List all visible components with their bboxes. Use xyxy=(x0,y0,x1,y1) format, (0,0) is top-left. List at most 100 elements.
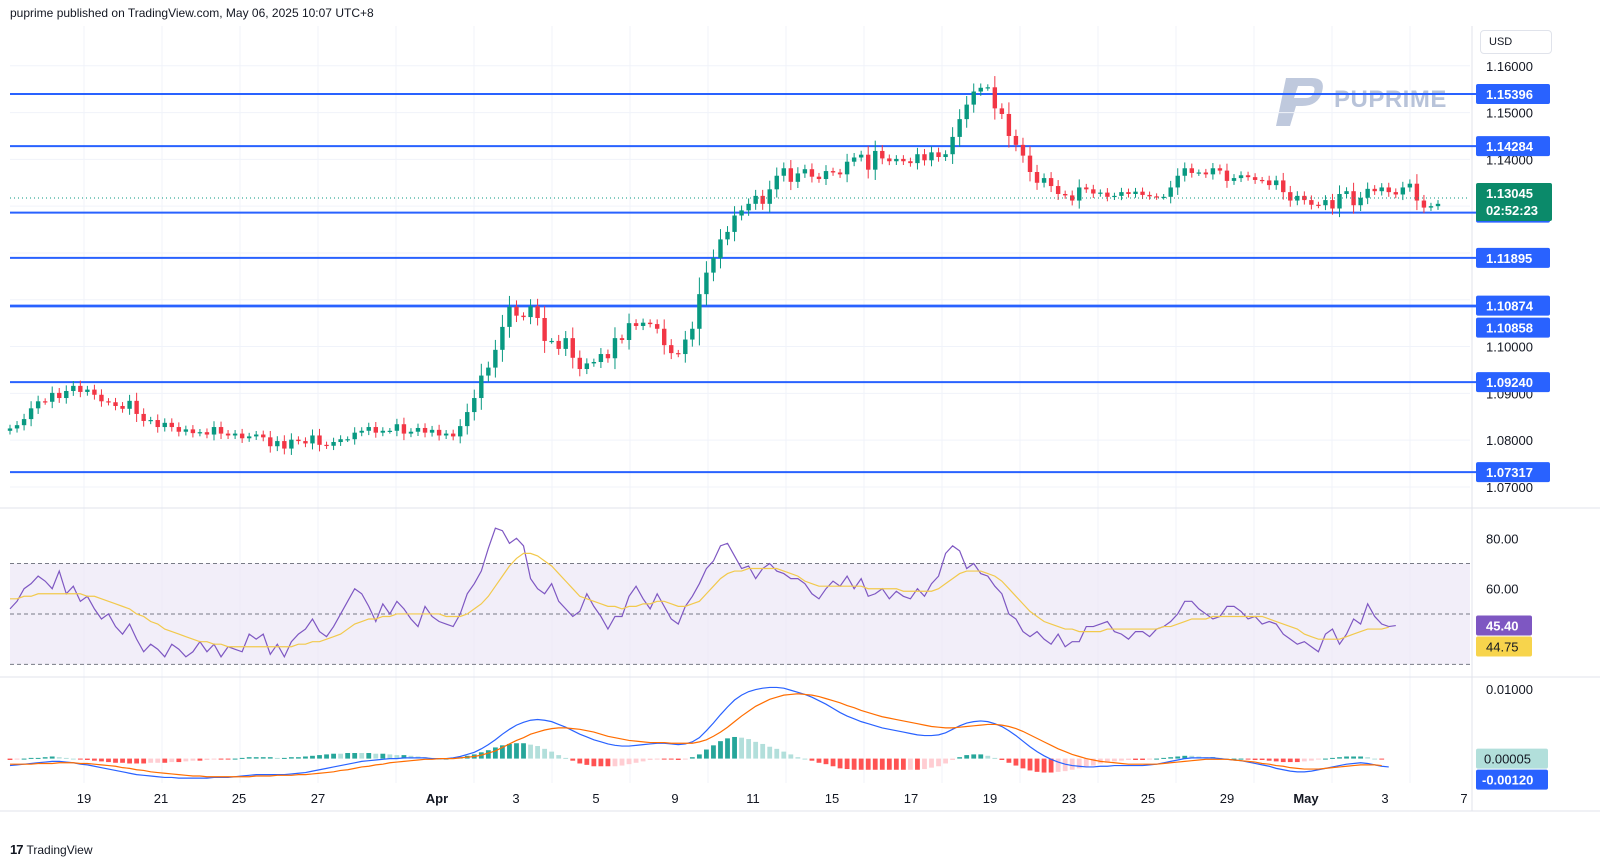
candle-body[interactable] xyxy=(1372,188,1377,192)
candle-body[interactable] xyxy=(458,426,463,437)
candle-body[interactable] xyxy=(1288,192,1293,201)
candle-body[interactable] xyxy=(331,442,336,446)
candle-body[interactable] xyxy=(1084,187,1089,190)
candle-body[interactable] xyxy=(584,363,590,370)
candle-body[interactable] xyxy=(669,345,674,354)
candle-body[interactable] xyxy=(7,428,13,431)
candle-body[interactable] xyxy=(1048,178,1054,187)
candle-body[interactable] xyxy=(1259,179,1265,182)
candle-body[interactable] xyxy=(1027,155,1033,173)
candle-body[interactable] xyxy=(1337,193,1342,209)
candle-body[interactable] xyxy=(929,152,934,161)
candle-body[interactable] xyxy=(746,203,751,211)
candle-body[interactable] xyxy=(591,361,597,364)
candle-body[interactable] xyxy=(662,328,667,346)
candle-body[interactable] xyxy=(169,422,174,428)
candle-body[interactable] xyxy=(830,171,836,173)
candle-body[interactable] xyxy=(1013,135,1019,145)
candle-body[interactable] xyxy=(310,435,315,444)
candle-body[interactable] xyxy=(809,169,815,177)
candle-body[interactable] xyxy=(535,306,540,319)
candle-body[interactable] xyxy=(1182,168,1187,176)
candle-body[interactable] xyxy=(42,401,48,403)
candle-body[interactable] xyxy=(1224,170,1230,181)
candle-body[interactable] xyxy=(725,231,730,240)
candle-body[interactable] xyxy=(64,391,69,399)
candle-body[interactable] xyxy=(225,433,231,436)
candle-body[interactable] xyxy=(711,258,716,273)
candle-body[interactable] xyxy=(1034,172,1040,183)
candle-body[interactable] xyxy=(394,424,400,431)
candle-body[interactable] xyxy=(753,195,758,204)
currency-selector[interactable]: USD xyxy=(1480,30,1552,54)
candle-body[interactable] xyxy=(1020,144,1026,156)
candle-body[interactable] xyxy=(802,169,808,174)
candle-body[interactable] xyxy=(338,439,343,443)
candle-body[interactable] xyxy=(647,322,653,325)
candle-body[interactable] xyxy=(1245,175,1251,178)
candle-body[interactable] xyxy=(1344,191,1349,194)
candle-body[interactable] xyxy=(1386,187,1391,193)
candle-body[interactable] xyxy=(422,427,428,433)
candle-body[interactable] xyxy=(851,157,857,162)
candle-body[interactable] xyxy=(35,401,41,409)
candle-body[interactable] xyxy=(1070,195,1075,201)
candle-body[interactable] xyxy=(697,294,702,329)
candle-body[interactable] xyxy=(964,104,969,120)
candle-body[interactable] xyxy=(443,433,449,436)
candle-body[interactable] xyxy=(246,436,252,439)
candle-body[interactable] xyxy=(429,429,435,433)
candle-body[interactable] xyxy=(1330,200,1335,209)
candle-body[interactable] xyxy=(113,402,118,406)
candle-body[interactable] xyxy=(450,433,456,437)
candle-body[interactable] xyxy=(816,176,822,180)
candle-body[interactable] xyxy=(1091,189,1096,194)
candle-body[interactable] xyxy=(78,385,83,392)
candle-body[interactable] xyxy=(21,419,27,426)
candle-body[interactable] xyxy=(894,158,899,162)
candle-body[interactable] xyxy=(683,339,688,355)
candle-body[interactable] xyxy=(387,430,393,432)
candle-body[interactable] xyxy=(472,398,477,413)
candle-body[interactable] xyxy=(936,152,941,158)
candle-body[interactable] xyxy=(1400,187,1406,195)
candle-body[interactable] xyxy=(1238,175,1244,179)
candle-body[interactable] xyxy=(92,389,97,395)
candle-body[interactable] xyxy=(1414,183,1420,201)
candle-body[interactable] xyxy=(774,175,779,190)
candle-body[interactable] xyxy=(359,430,364,433)
candle-body[interactable] xyxy=(1379,187,1384,192)
candle-body[interactable] xyxy=(120,405,125,409)
candle-body[interactable] xyxy=(141,413,146,421)
candle-body[interactable] xyxy=(493,349,498,368)
candle-body[interactable] xyxy=(148,420,153,422)
candle-body[interactable] xyxy=(162,422,167,428)
candle-body[interactable] xyxy=(373,427,378,433)
candle-body[interactable] xyxy=(514,306,519,316)
candle-body[interactable] xyxy=(640,322,646,326)
candle-body[interactable] xyxy=(1147,194,1152,197)
candle-body[interactable] xyxy=(556,340,561,349)
candle-body[interactable] xyxy=(1077,187,1082,201)
candle-body[interactable] xyxy=(183,429,189,432)
candle-body[interactable] xyxy=(486,367,491,376)
candle-body[interactable] xyxy=(239,433,245,439)
candle-body[interactable] xyxy=(978,87,983,92)
candle-body[interactable] xyxy=(1175,175,1180,188)
candle-body[interactable] xyxy=(1168,187,1173,197)
candle-body[interactable] xyxy=(1316,204,1321,206)
candle-body[interactable] xyxy=(732,215,737,232)
candle-body[interactable] xyxy=(176,427,182,432)
candle-body[interactable] xyxy=(282,441,287,449)
candle-body[interactable] xyxy=(436,429,442,436)
candle-body[interactable] xyxy=(85,389,90,392)
candle-body[interactable] xyxy=(908,161,913,164)
candle-body[interactable] xyxy=(500,326,505,350)
candle-body[interactable] xyxy=(1365,188,1370,198)
candle-body[interactable] xyxy=(767,189,772,204)
candle-body[interactable] xyxy=(612,338,618,359)
candle-body[interactable] xyxy=(528,306,533,318)
candle-body[interactable] xyxy=(563,338,568,349)
candle-body[interactable] xyxy=(1006,113,1012,136)
candle-body[interactable] xyxy=(275,441,280,447)
